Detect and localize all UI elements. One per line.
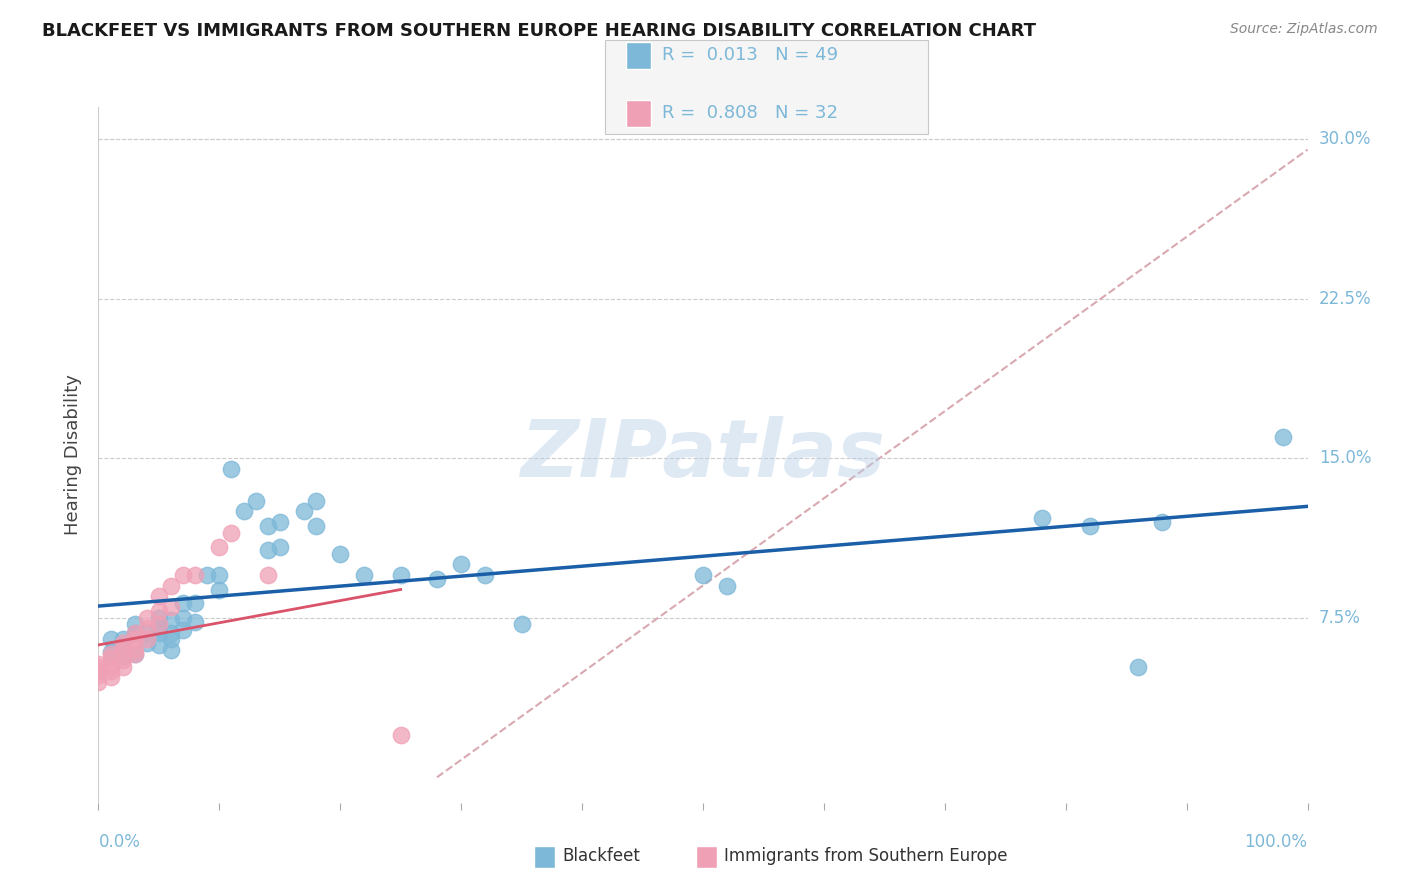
Point (160, 625, 183, 640)
Point (716, 579, 738, 593)
Point (256, 568, 278, 582)
Point (474, 568, 496, 582)
Point (111, 659, 134, 673)
Point (135, 632, 157, 646)
Text: Blackfeet: Blackfeet (562, 847, 640, 865)
Point (184, 596, 207, 610)
Point (124, 632, 146, 646)
Point (100, 659, 122, 673)
Point (256, 542, 278, 557)
Text: 7.5%: 7.5% (1319, 608, 1361, 627)
Point (232, 504, 254, 518)
Point (1128, 659, 1150, 673)
Point (160, 613, 183, 627)
Point (305, 519, 328, 533)
Point (245, 493, 267, 508)
Point (100, 645, 122, 659)
Point (160, 579, 183, 593)
Text: BLACKFEET VS IMMIGRANTS FROM SOUTHERN EUROPE HEARING DISABILITY CORRELATION CHAR: BLACKFEET VS IMMIGRANTS FROM SOUTHERN EU… (42, 22, 1036, 40)
Point (100, 647, 122, 661)
Point (692, 568, 714, 582)
Point (111, 636, 134, 650)
Point (100, 664, 122, 678)
Point (389, 728, 412, 742)
Point (148, 604, 170, 618)
Text: ZIPatlas: ZIPatlas (520, 416, 886, 494)
Text: 15.0%: 15.0% (1319, 449, 1371, 467)
Point (353, 568, 375, 582)
Point (87, 657, 110, 672)
Point (111, 632, 134, 646)
Point (135, 625, 157, 640)
Text: 100.0%: 100.0% (1244, 833, 1308, 851)
Text: 22.5%: 22.5% (1319, 290, 1371, 308)
Point (160, 600, 183, 615)
Point (389, 568, 412, 582)
Point (100, 651, 122, 665)
Point (87, 674, 110, 689)
Point (148, 638, 170, 652)
Text: 30.0%: 30.0% (1319, 130, 1371, 148)
Point (1152, 515, 1174, 529)
Point (329, 547, 352, 561)
Point (221, 525, 243, 540)
Point (1078, 519, 1101, 533)
Point (124, 647, 146, 661)
Point (426, 573, 449, 587)
Point (208, 582, 231, 597)
Text: R =  0.808   N = 32: R = 0.808 N = 32 (662, 104, 838, 122)
Point (269, 515, 291, 529)
Point (195, 568, 218, 582)
Point (1272, 430, 1295, 444)
Point (148, 590, 170, 604)
Point (135, 621, 157, 635)
Point (160, 642, 183, 657)
Point (172, 610, 194, 624)
Point (172, 624, 194, 638)
Point (148, 610, 170, 624)
Point (87, 668, 110, 682)
Point (292, 504, 315, 518)
Y-axis label: Hearing Disability: Hearing Disability (65, 375, 83, 535)
Point (305, 493, 328, 508)
Point (148, 625, 170, 640)
Point (184, 615, 207, 629)
Point (256, 519, 278, 533)
Point (100, 670, 122, 684)
Point (124, 647, 146, 661)
Point (124, 642, 146, 657)
Point (208, 568, 231, 582)
Point (111, 648, 134, 663)
Point (135, 610, 157, 624)
Point (148, 621, 170, 635)
Point (450, 558, 472, 572)
Point (111, 653, 134, 667)
Point (135, 636, 157, 650)
Point (510, 617, 533, 632)
Text: 0.0%: 0.0% (98, 833, 141, 851)
Point (172, 568, 194, 582)
Point (124, 625, 146, 640)
Point (160, 632, 183, 646)
Text: Source: ZipAtlas.com: Source: ZipAtlas.com (1230, 22, 1378, 37)
Point (124, 625, 146, 640)
Text: R =  0.013   N = 49: R = 0.013 N = 49 (662, 46, 838, 64)
Point (111, 642, 134, 657)
Point (172, 596, 194, 610)
Text: Immigrants from Southern Europe: Immigrants from Southern Europe (724, 847, 1008, 865)
Point (1031, 510, 1053, 524)
Point (87, 659, 110, 673)
Point (221, 462, 243, 476)
Point (148, 617, 170, 632)
Point (100, 632, 122, 646)
Point (184, 568, 207, 582)
Point (208, 541, 231, 555)
Point (87, 664, 110, 678)
Point (269, 541, 291, 555)
Point (124, 617, 146, 632)
